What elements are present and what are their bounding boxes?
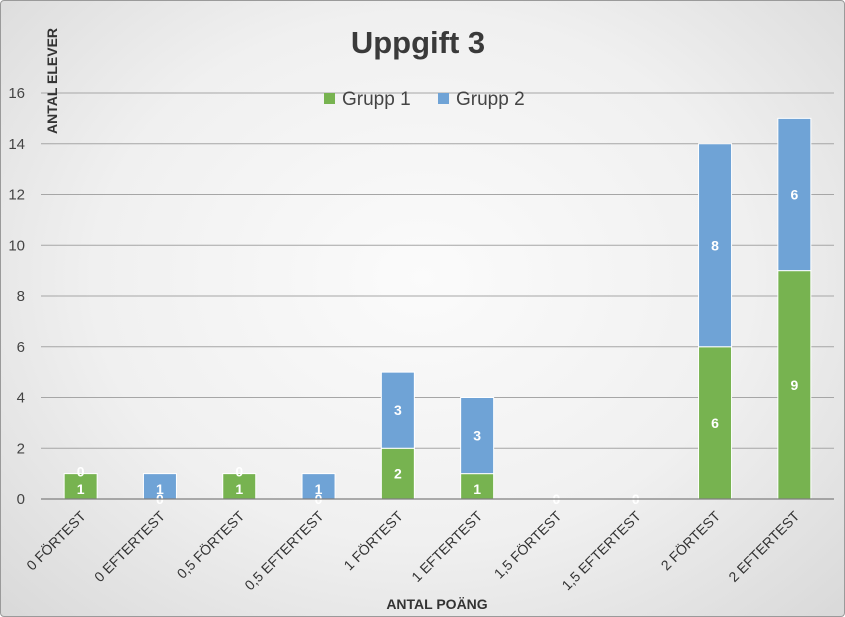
data-label: 1 [156, 481, 164, 497]
data-label: 0 [235, 464, 243, 480]
y-tick-label: 0 [17, 491, 25, 508]
y-tick-label: 6 [17, 339, 25, 356]
bar-segment [301, 473, 336, 500]
data-label: 6 [790, 187, 798, 203]
legend-label: Grupp 1 [342, 89, 411, 110]
x-axis-title: ANTAL POÄNG [386, 596, 487, 612]
x-tick-label: 2 EFTERTEST [725, 507, 802, 584]
x-tick-label: 1 FÖRTEST [340, 507, 407, 574]
y-tick-label: 10 [8, 237, 25, 254]
data-label: 8 [711, 237, 719, 253]
data-label: 9 [790, 377, 798, 393]
y-tick-label: 2 [17, 440, 25, 457]
bar-segment [63, 473, 98, 500]
x-tick-label: 1,5 EFTERTEST [558, 508, 644, 594]
legend: Grupp 1 Grupp 2 [324, 89, 525, 110]
y-tick-label: 14 [8, 136, 25, 153]
data-label: 3 [394, 402, 402, 418]
y-tick-label: 4 [17, 390, 25, 407]
x-tick-label: 2 FÖRTEST [657, 507, 724, 574]
chart-title: Uppgift 3 [351, 25, 485, 60]
x-tick-label: 1,5 FÖRTEST [490, 507, 565, 582]
bar-segment [698, 143, 733, 348]
y-axis-ticks: 0 2 4 6 8 10 12 14 16 [8, 85, 25, 508]
y-tick-label: 16 [8, 85, 25, 102]
x-tick-label: 1 EFTERTEST [408, 507, 485, 584]
y-tick-label: 12 [8, 187, 25, 204]
data-label: 1 [77, 481, 85, 497]
x-tick-label: 0 FÖRTEST [22, 507, 89, 574]
legend-swatch [324, 93, 335, 104]
bars [63, 117, 812, 500]
data-label: 6 [711, 415, 719, 431]
data-label: 2 [394, 466, 402, 482]
bar-segment [380, 371, 415, 449]
y-tick-label: 8 [17, 288, 25, 305]
bar-segment [777, 117, 812, 272]
data-label: 1 [315, 481, 323, 497]
x-tick-label: 0,5 FÖRTEST [173, 507, 248, 582]
bar-segment [222, 473, 257, 500]
y-axis-title: ANTAL ELEVER [44, 28, 60, 134]
bar-segment [777, 270, 812, 500]
x-tick-label: 0 EFTERTEST [91, 507, 168, 584]
x-tick-label: 0,5 EFTERTEST [241, 508, 327, 594]
bar-segment [460, 397, 495, 475]
legend-swatch [438, 93, 449, 104]
data-label: 1 [473, 481, 481, 497]
data-label: 1 [235, 481, 243, 497]
data-label: 3 [473, 428, 481, 444]
data-label: 0 [77, 464, 85, 480]
gridlines [41, 92, 834, 449]
legend-label: Grupp 2 [456, 89, 525, 110]
bar-segment [380, 447, 415, 500]
